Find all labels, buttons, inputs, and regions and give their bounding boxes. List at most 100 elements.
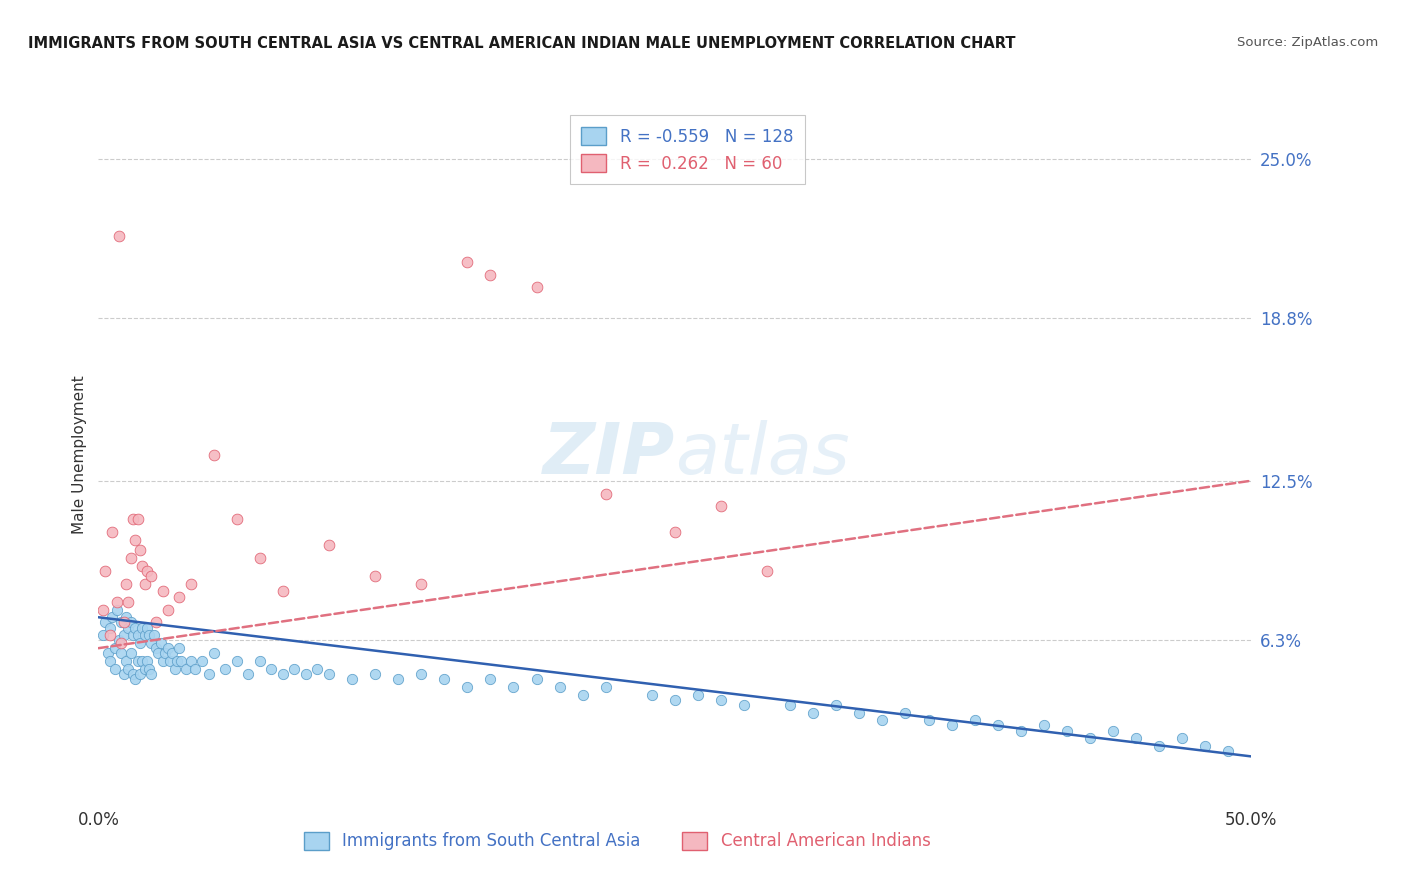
Point	[98, 654, 121, 668]
Point	[117, 595, 139, 609]
Point	[94, 615, 117, 630]
Text: IMMIGRANTS FROM SOUTH CENTRAL ASIA VS CENTRAL AMERICAN INDIAN MALE UNEMPLOYMENT : IMMIGRANTS FROM SOUTH CENTRAL ASIA VS CE…	[28, 36, 1015, 51]
Point	[733, 698, 755, 712]
Point	[120, 615, 142, 630]
Point	[156, 641, 179, 656]
Point	[756, 564, 779, 578]
Point	[112, 667, 135, 681]
Point	[134, 662, 156, 676]
Point	[135, 654, 157, 668]
Point	[108, 633, 131, 648]
Point	[238, 667, 260, 681]
Point	[364, 569, 387, 583]
Point	[664, 692, 686, 706]
Point	[1010, 723, 1032, 738]
Point	[307, 662, 329, 676]
Point	[1218, 744, 1240, 758]
Point	[135, 564, 157, 578]
Point	[184, 662, 207, 676]
Point	[202, 448, 225, 462]
Point	[91, 628, 114, 642]
Point	[941, 718, 963, 732]
Point	[170, 654, 193, 668]
Point	[148, 646, 170, 660]
Point	[149, 636, 172, 650]
Y-axis label: Male Unemployment: Male Unemployment	[72, 376, 87, 534]
Text: ZIP: ZIP	[543, 420, 675, 490]
Point	[571, 688, 593, 702]
Point	[664, 525, 686, 540]
Point	[141, 667, 163, 681]
Point	[129, 636, 152, 650]
Point	[779, 698, 801, 712]
Point	[124, 672, 146, 686]
Point	[160, 646, 183, 660]
Point	[271, 584, 294, 599]
Point	[112, 628, 135, 642]
Point	[180, 576, 202, 591]
Point	[1102, 723, 1125, 738]
Point	[152, 654, 174, 668]
Point	[110, 636, 132, 650]
Point	[198, 667, 221, 681]
Point	[387, 672, 409, 686]
Point	[225, 512, 247, 526]
Point	[479, 672, 502, 686]
Point	[135, 621, 157, 635]
Point	[1125, 731, 1147, 746]
Point	[120, 551, 142, 566]
Point	[91, 602, 114, 616]
Point	[131, 654, 153, 668]
Point	[894, 706, 917, 720]
Point	[127, 512, 149, 526]
Point	[456, 680, 478, 694]
Point	[249, 551, 271, 566]
Point	[595, 680, 617, 694]
Point	[641, 688, 664, 702]
Text: Source: ZipAtlas.com: Source: ZipAtlas.com	[1237, 36, 1378, 49]
Point	[103, 662, 125, 676]
Point	[98, 628, 121, 642]
Point	[1032, 718, 1054, 732]
Point	[456, 254, 478, 268]
Point	[295, 667, 318, 681]
Point	[1147, 739, 1170, 753]
Point	[105, 602, 128, 616]
Point	[1171, 731, 1194, 746]
Point	[127, 628, 149, 642]
Point	[159, 654, 181, 668]
Point	[917, 714, 939, 728]
Point	[433, 672, 456, 686]
Point	[131, 558, 153, 573]
Point	[145, 615, 167, 630]
Point	[180, 654, 202, 668]
Point	[502, 680, 524, 694]
Point	[105, 595, 128, 609]
Point	[1194, 739, 1216, 753]
Point	[963, 714, 986, 728]
Point	[825, 698, 848, 712]
Point	[131, 621, 153, 635]
Point	[110, 615, 132, 630]
Text: atlas: atlas	[675, 420, 849, 490]
Point	[127, 654, 149, 668]
Point	[225, 654, 247, 668]
Point	[848, 706, 870, 720]
Point	[134, 576, 156, 591]
Point	[122, 512, 145, 526]
Point	[163, 662, 186, 676]
Point	[115, 610, 138, 624]
Point	[108, 228, 131, 243]
Point	[872, 714, 894, 728]
Point	[117, 662, 139, 676]
Point	[1056, 723, 1078, 738]
Point	[271, 667, 294, 681]
Point	[479, 268, 502, 282]
Point	[411, 667, 433, 681]
Point	[214, 662, 236, 676]
Point	[1078, 731, 1101, 746]
Point	[97, 646, 120, 660]
Point	[340, 672, 363, 686]
Point	[117, 621, 139, 635]
Point	[411, 576, 433, 591]
